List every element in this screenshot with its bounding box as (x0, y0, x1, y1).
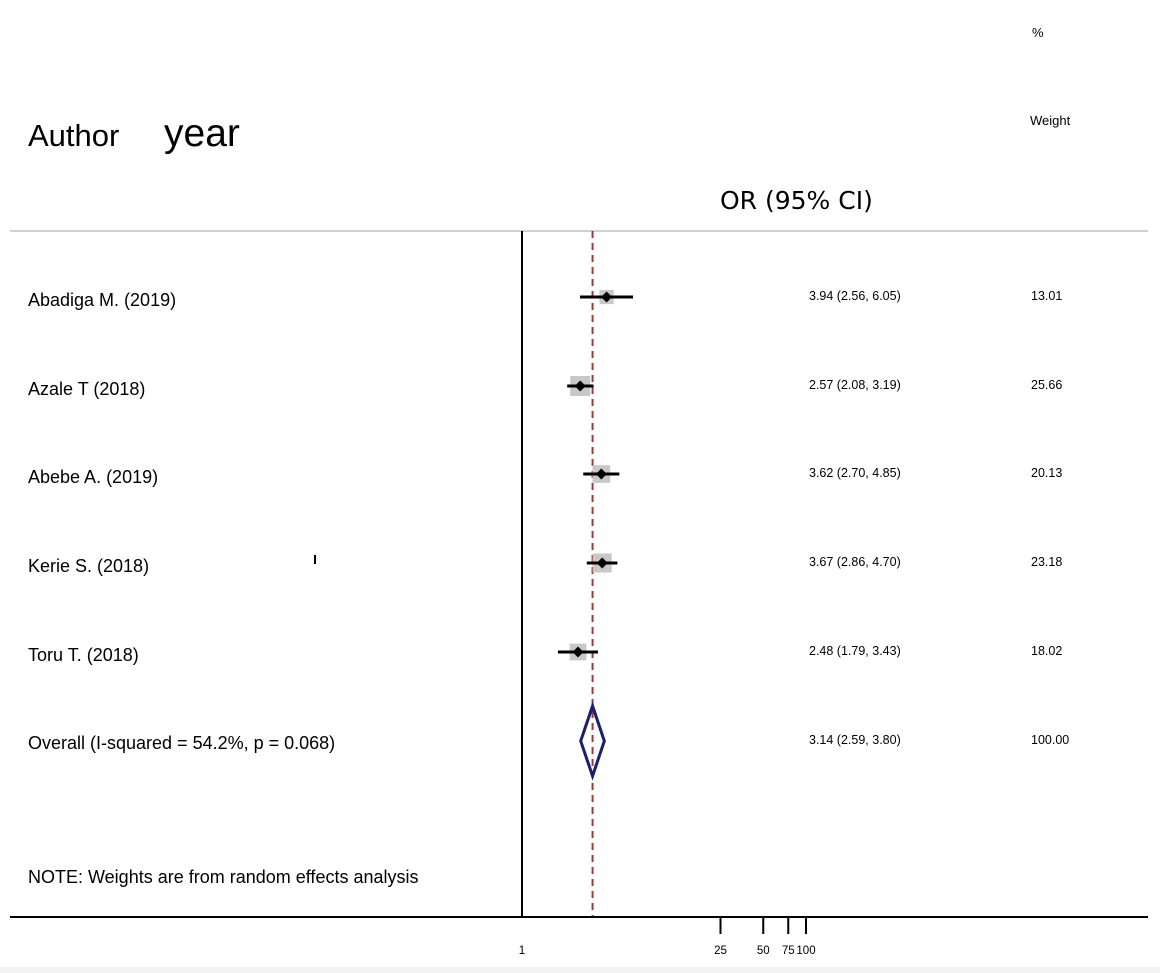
weight-value: 18.02 (1031, 644, 1063, 658)
point-estimate-marker (596, 557, 608, 569)
study-label: Toru T. (2018) (28, 645, 139, 665)
or-ci-value: 2.57 (2.08, 3.19) (809, 378, 901, 392)
x-tick-label: 1 (519, 945, 525, 957)
study-label: Azale T (2018) (28, 379, 146, 399)
overall-weight-value: 100.00 (1031, 733, 1070, 747)
point-estimate-marker (595, 468, 607, 480)
year-column-header: year (164, 112, 240, 155)
point-estimate-marker (574, 380, 586, 392)
or-ci-value: 3.67 (2.86, 4.70) (809, 555, 901, 569)
author-column-header: Author (28, 118, 120, 153)
x-tick-label: 75 (782, 945, 795, 957)
percent-column-header: % (1032, 25, 1044, 40)
point-estimate-marker (601, 291, 613, 303)
weight-value: 25.66 (1031, 378, 1063, 392)
overall-diamond (579, 701, 606, 781)
or-ci-value: 3.62 (2.70, 4.85) (809, 466, 901, 480)
stray-mark (314, 555, 316, 564)
weight-column-header: Weight (1030, 113, 1071, 128)
overall-label: Overall (I-squared = 54.2%, p = 0.068) (28, 733, 336, 753)
study-label: Kerie S. (2018) (28, 556, 150, 576)
x-tick-label: 50 (757, 945, 770, 957)
weights-note: NOTE: Weights are from random effects an… (28, 867, 419, 887)
weight-value: 13.01 (1031, 289, 1063, 303)
or-ci-value: 3.94 (2.56, 6.05) (809, 289, 901, 303)
overall-or-ci-value: 3.14 (2.59, 3.80) (809, 733, 901, 747)
study-label: Abadiga M. (2019) (28, 290, 177, 310)
bottom-band (0, 967, 1160, 973)
weight-value: 23.18 (1031, 555, 1063, 569)
or-ci-value: 2.48 (1.79, 3.43) (809, 644, 901, 658)
x-tick-label: 100 (796, 945, 815, 957)
study-label: Abebe A. (2019) (28, 467, 159, 487)
weight-value: 20.13 (1031, 466, 1063, 480)
or-ci-column-header: OR (95% CI) (720, 186, 873, 215)
x-tick-label: 25 (714, 945, 727, 957)
point-estimate-marker (572, 646, 584, 658)
